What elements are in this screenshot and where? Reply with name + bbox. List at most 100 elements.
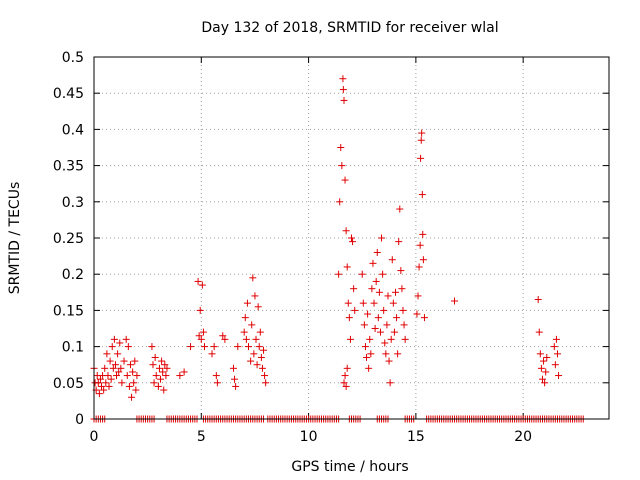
data-point <box>133 372 141 380</box>
data-point <box>384 292 392 300</box>
data-point <box>538 375 546 383</box>
data-point <box>351 306 359 314</box>
data-point <box>122 335 130 343</box>
data-point <box>240 328 248 336</box>
data-point <box>380 306 388 314</box>
data-point <box>130 379 138 387</box>
data-point <box>253 361 261 369</box>
y-tick-label: 0.45 <box>53 86 84 102</box>
data-point <box>341 176 349 184</box>
data-point <box>219 332 227 340</box>
data-point <box>154 382 162 390</box>
data-point <box>338 162 346 170</box>
data-point <box>234 343 242 351</box>
data-point <box>197 335 205 343</box>
y-tick-label: 0.35 <box>53 159 84 175</box>
data-point <box>414 292 422 300</box>
data-point <box>163 364 171 372</box>
data-point <box>180 368 188 376</box>
data-point <box>413 310 421 318</box>
data-point <box>401 335 409 343</box>
data-point <box>358 270 366 278</box>
y-tick-label: 0.05 <box>53 376 84 392</box>
data-point <box>395 238 403 246</box>
data-point <box>378 234 386 242</box>
data-point <box>367 350 375 358</box>
data-point <box>343 263 351 271</box>
chart-title: Day 132 of 2018, SRMTID for receiver wla… <box>201 20 498 36</box>
data-point <box>262 379 270 387</box>
tick-labels: 0 0.05 0.1 0.15 0.2 0.25 0.3 0.35 0.4 0.45 0.5 0 5 10… <box>53 50 532 445</box>
data-point <box>176 372 184 380</box>
data-point <box>126 361 134 369</box>
data-point <box>257 353 265 361</box>
x-tick-label: 20 <box>514 429 532 445</box>
data-point <box>95 390 103 398</box>
data-point <box>105 382 113 390</box>
data-point <box>201 343 209 351</box>
y-tick-label: 0.1 <box>62 340 84 356</box>
data-point <box>162 372 170 380</box>
grid-lines <box>94 57 609 419</box>
y-tick-label: 0 <box>75 412 84 428</box>
data-point <box>383 321 391 329</box>
x-axis-label: GPS time / hours <box>291 459 408 475</box>
data-point <box>363 353 371 361</box>
data-point <box>417 154 425 162</box>
data-point <box>150 379 158 387</box>
data-point <box>199 328 207 336</box>
data-point <box>379 270 387 278</box>
data-point <box>131 357 139 365</box>
data-point <box>254 303 262 311</box>
data-point <box>96 375 104 383</box>
y-axis-label: SRMTID / TECUs <box>7 182 23 295</box>
data-point <box>341 372 349 380</box>
data-point <box>389 299 397 307</box>
data-point <box>208 350 216 358</box>
data-point <box>552 335 560 343</box>
data-point <box>148 343 156 351</box>
data-point <box>419 230 427 238</box>
data-point <box>342 227 350 235</box>
data-point <box>159 368 167 376</box>
data-point <box>100 386 108 394</box>
data-point <box>231 375 239 383</box>
data-point <box>416 241 424 249</box>
data-point <box>365 364 373 372</box>
data-point <box>420 314 428 322</box>
data-point <box>221 335 229 343</box>
data-point <box>210 343 218 351</box>
data-point <box>248 321 256 329</box>
y-tick-label: 0.4 <box>62 122 84 138</box>
data-point <box>398 285 406 293</box>
data-point <box>125 382 133 390</box>
y-tick-label: 0.3 <box>62 195 84 211</box>
data-point <box>160 386 168 394</box>
data-point <box>252 335 260 343</box>
data-point <box>541 379 549 387</box>
data-point <box>212 372 220 380</box>
data-point <box>187 343 195 351</box>
data-point <box>339 75 347 83</box>
x-tick-label: 5 <box>197 429 206 445</box>
data-point <box>364 310 372 318</box>
data-point <box>371 325 379 332</box>
data-points <box>90 75 587 423</box>
data-point <box>116 339 124 347</box>
data-point <box>345 314 353 322</box>
data-point <box>342 382 350 390</box>
data-point <box>543 353 551 361</box>
data-point <box>397 267 405 275</box>
data-point <box>344 299 352 307</box>
data-point <box>198 281 206 289</box>
data-point <box>540 357 548 365</box>
data-point <box>551 361 559 369</box>
data-point <box>113 372 121 380</box>
data-point <box>394 350 402 358</box>
data-point <box>336 198 344 206</box>
data-point <box>251 292 259 300</box>
data-point <box>152 372 160 380</box>
data-point <box>348 234 355 242</box>
data-point <box>114 350 122 358</box>
data-point <box>256 328 264 336</box>
